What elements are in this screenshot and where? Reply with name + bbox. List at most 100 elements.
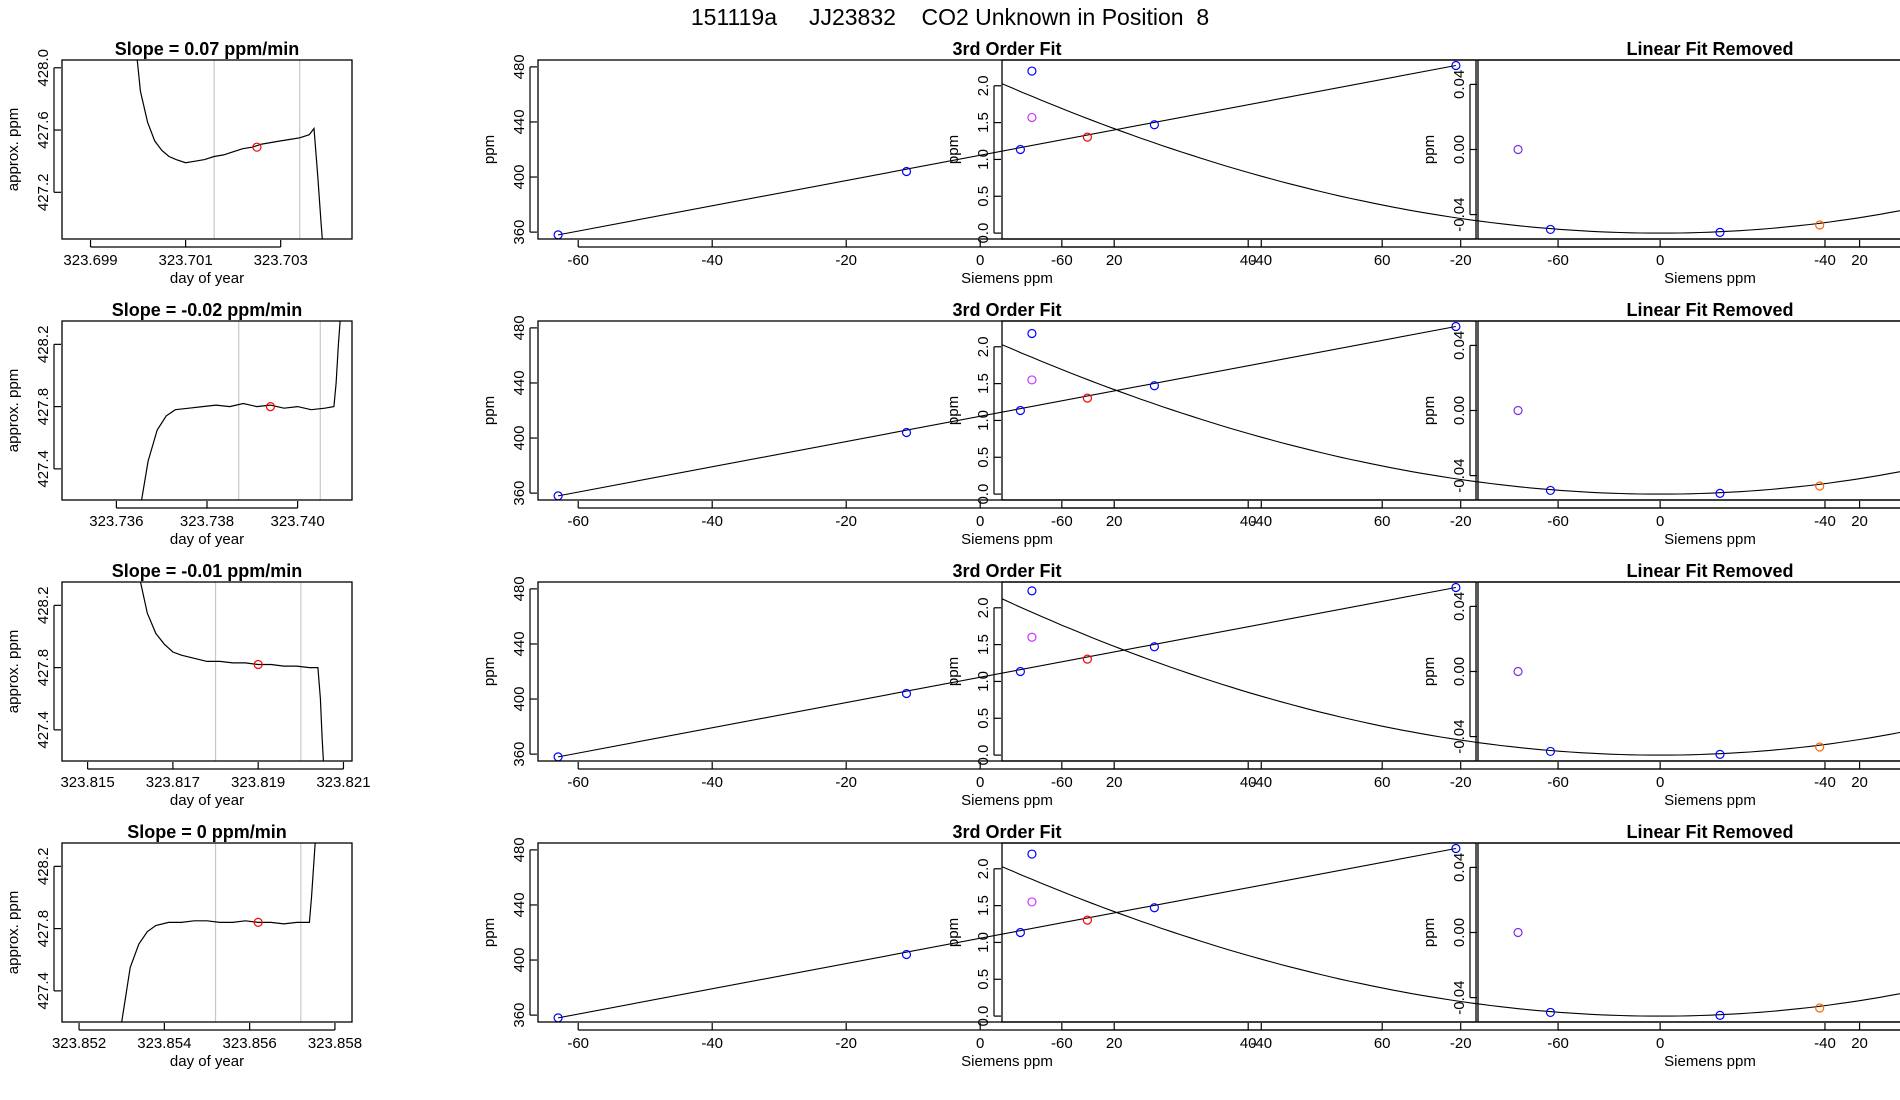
y-tick-label: 0.00	[1451, 135, 1468, 164]
x-tick-label: 20	[1106, 774, 1123, 791]
y-tick-label: 2.0	[975, 75, 992, 96]
data-point	[901, 949, 912, 960]
y-axis-label: ppm	[1421, 657, 1438, 686]
plot-frame	[61, 320, 353, 501]
y-tick-label: 480	[511, 315, 528, 340]
data-point	[901, 166, 912, 177]
data-point	[1027, 586, 1037, 596]
y-tick-label: 2.0	[975, 858, 992, 879]
x-tick-label: 323.858	[308, 1035, 362, 1052]
x-axis-label: Siemens ppm	[961, 1053, 1053, 1070]
panel-r0-timeseries: Slope = 0.07 ppm/min 323.699 323.701 323.70…	[5, 39, 353, 287]
data-point	[1149, 642, 1160, 652]
y-axis-label: ppm	[481, 918, 498, 947]
x-tick-label: 0	[976, 513, 984, 530]
x-tick-label: 323.854	[137, 1035, 191, 1052]
y-axis-label: ppm	[945, 396, 962, 425]
x-tick-label: -40	[1814, 774, 1836, 791]
data-point	[253, 659, 263, 670]
x-tick-label: 0	[976, 252, 984, 269]
panel-r0-res: Residuals for Knowns-60-40-200204060Siem…	[1421, 59, 1900, 269]
y-tick-label: 0.5	[975, 447, 992, 468]
panel-title: Slope = 0.07 ppm/min	[115, 39, 300, 59]
panel-title: Slope = -0.01 ppm/min	[112, 561, 303, 581]
y-tick-label: 0.00	[1451, 396, 1468, 425]
y-tick-label: 427.4	[35, 972, 52, 1010]
x-axis-label: Siemens ppm	[961, 270, 1053, 287]
y-tick-label: -0.04	[1451, 980, 1468, 1014]
y-tick-label: 1.0	[975, 410, 992, 431]
data-point	[1513, 144, 1523, 155]
x-tick-label: 323.699	[63, 252, 117, 269]
y-tick-label: 0.00	[1451, 657, 1468, 686]
data-point	[901, 427, 912, 438]
x-tick-label: 0	[976, 774, 984, 791]
panel-r0-fit: 3rd Order Fit -60 -40 -20 0 20 40 60 Siemens ppm…	[481, 39, 1477, 287]
y-tick-label: 428.2	[35, 848, 52, 886]
y-axis-label: ppm	[1421, 918, 1438, 947]
x-tick-label: 323.703	[254, 252, 308, 269]
series-line	[136, 60, 323, 239]
y-axis-label: approx. ppm	[5, 630, 22, 713]
x-tick-label: 20	[1851, 774, 1868, 791]
panel-r0-lfr: Linear Fit Removed -60 -40 -20 0 20 40 60 Siemen…	[945, 39, 1900, 287]
x-tick-label: 0	[976, 1035, 984, 1052]
data-point	[1027, 375, 1037, 385]
panel-title: Slope = 0 ppm/min	[127, 822, 287, 842]
x-tick-label: 60	[1374, 774, 1391, 791]
data-point	[265, 402, 276, 412]
data-point	[1027, 328, 1037, 339]
x-tick-label: 323.856	[223, 1035, 277, 1052]
x-axis-label: Siemens ppm	[1664, 531, 1756, 548]
page-title: 151119a JJ23832 CO2 Unknown in Position …	[690, 4, 1210, 30]
data-point	[1815, 1003, 1825, 1013]
plot-frame	[61, 581, 353, 762]
fit-curve	[1002, 866, 1900, 1017]
y-axis-label: ppm	[945, 657, 962, 686]
y-tick-label: 427.8	[35, 388, 52, 426]
x-tick-label: -40	[701, 774, 723, 791]
y-tick-label: 2.0	[975, 597, 992, 618]
x-tick-label: -40	[1250, 774, 1272, 791]
panel-r1-res: Residuals for Knowns-60-40-200204060Siem…	[1421, 320, 1900, 530]
x-axis-label: Siemens ppm	[1664, 792, 1756, 809]
panel-title: Linear Fit Removed	[1626, 822, 1793, 842]
y-tick-label: 427.2	[35, 174, 52, 212]
panel-title: 3rd Order Fit	[952, 300, 1061, 320]
x-tick-label: 60	[1374, 513, 1391, 530]
data-point	[1015, 927, 1026, 938]
y-tick-label: 400	[511, 426, 528, 451]
data-point	[1545, 1007, 1556, 1018]
data-point	[1545, 746, 1556, 757]
fit-line	[557, 847, 1457, 1019]
y-axis-label: ppm	[1421, 135, 1438, 164]
fit-curve	[1002, 598, 1900, 756]
y-tick-label: 1.0	[975, 932, 992, 953]
data-point	[1815, 742, 1825, 752]
x-tick-label: -20	[1450, 513, 1472, 530]
x-tick-label: 0	[1656, 252, 1664, 269]
y-axis-label: approx. ppm	[5, 369, 22, 452]
fit-line	[557, 586, 1457, 758]
y-tick-label: 480	[511, 837, 528, 862]
x-tick-label: 0	[1656, 774, 1664, 791]
x-tick-label: 323.817	[146, 774, 200, 791]
y-tick-label: 0.04	[1451, 592, 1468, 621]
y-tick-label: 428.0	[35, 49, 52, 87]
y-tick-label: 440	[511, 109, 528, 134]
data-point	[1513, 405, 1523, 416]
x-tick-label: -20	[1450, 1035, 1472, 1052]
data-point	[1715, 749, 1725, 759]
x-tick-label: -20	[835, 513, 857, 530]
x-tick-label: 323.821	[316, 774, 370, 791]
x-tick-label: -60	[567, 252, 589, 269]
series-line	[139, 582, 325, 761]
plot-frame	[1477, 842, 1900, 1023]
x-tick-label: 40	[1240, 774, 1257, 791]
panel-title: Linear Fit Removed	[1626, 39, 1793, 59]
x-tick-label: 20	[1851, 1035, 1868, 1052]
x-tick-label: 40	[1240, 252, 1257, 269]
panel-title: Slope = -0.02 ppm/min	[112, 300, 303, 320]
x-tick-label: -60	[1051, 774, 1073, 791]
